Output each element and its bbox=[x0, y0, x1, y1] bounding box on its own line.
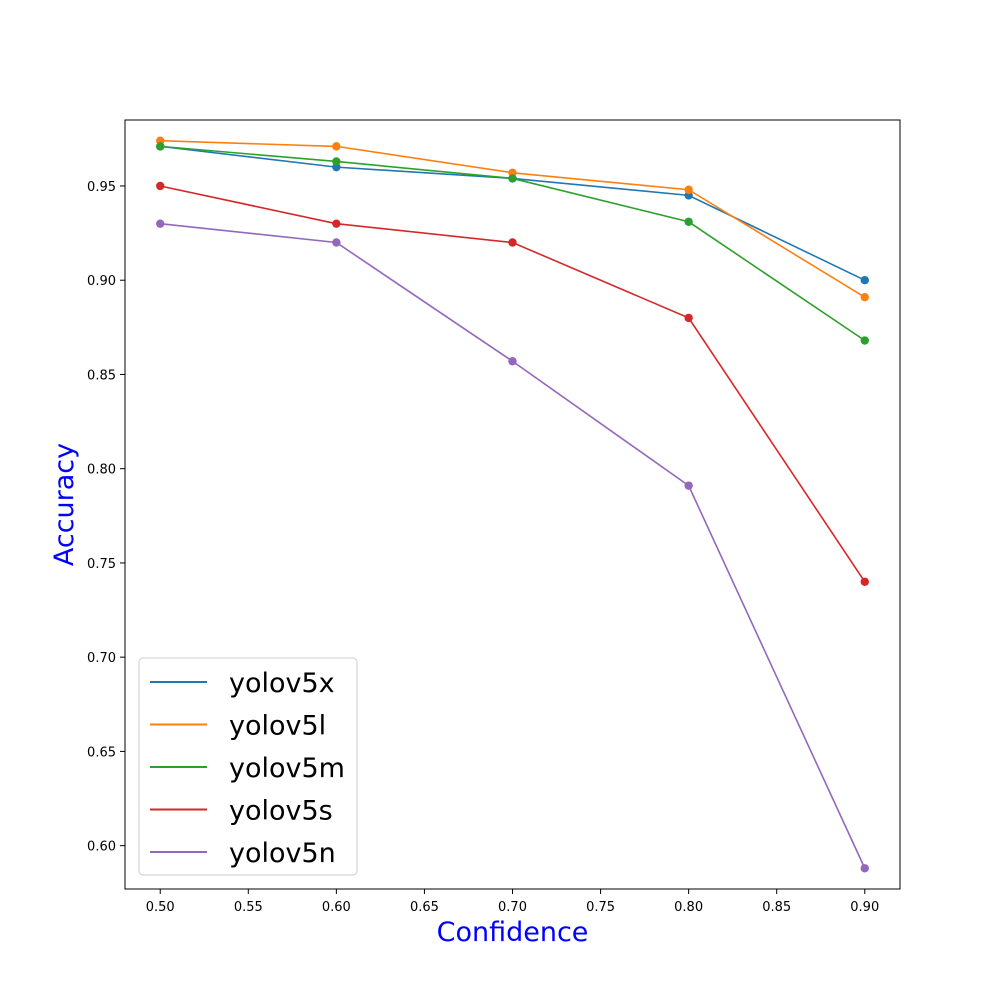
data-point-yolov5n bbox=[508, 357, 517, 366]
y-tick-label: 0.85 bbox=[87, 368, 116, 383]
data-point-yolov5l bbox=[684, 185, 693, 194]
x-tick-label: 0.60 bbox=[322, 900, 351, 915]
data-point-yolov5m bbox=[684, 217, 693, 226]
y-tick-label: 0.60 bbox=[87, 840, 116, 855]
x-tick-label: 0.70 bbox=[498, 900, 527, 915]
legend-label: yolov5m bbox=[229, 753, 345, 784]
data-point-yolov5n bbox=[860, 864, 869, 873]
data-point-yolov5m bbox=[332, 157, 341, 166]
legend-item-yolov5m: yolov5m bbox=[150, 753, 345, 784]
x-tick-label: 0.75 bbox=[586, 900, 615, 915]
x-tick-label: 0.85 bbox=[762, 900, 791, 915]
legend-box bbox=[138, 657, 358, 876]
y-tick-label: 0.80 bbox=[87, 463, 116, 478]
y-tick-label: 0.65 bbox=[87, 745, 116, 760]
legend-item-yolov5l: yolov5l bbox=[150, 711, 326, 742]
data-point-yolov5m bbox=[508, 174, 517, 183]
series-yolov5n bbox=[156, 219, 869, 873]
data-point-yolov5s bbox=[508, 238, 517, 247]
data-point-yolov5n bbox=[332, 238, 341, 247]
data-point-yolov5m bbox=[156, 142, 165, 151]
data-point-yolov5s bbox=[860, 577, 869, 586]
legend-label: yolov5x bbox=[229, 668, 335, 699]
data-point-yolov5s bbox=[156, 181, 165, 191]
x-axis-title: Confidence bbox=[437, 917, 589, 948]
x-axis-ticks: 0.50 0.55 0.60 0.65 0.70 0.75 0.80 0.85 0.90 bbox=[146, 889, 879, 915]
y-tick-label: 0.95 bbox=[87, 180, 116, 195]
legend-item-yolov5x: yolov5x bbox=[150, 668, 335, 699]
x-tick-label: 0.90 bbox=[850, 900, 879, 915]
data-point-yolov5n bbox=[156, 219, 165, 228]
series-yolov5m bbox=[156, 142, 869, 345]
legend-label: yolov5l bbox=[229, 711, 326, 742]
legend-item-yolov5s: yolov5s bbox=[150, 796, 333, 827]
x-tick-label: 0.65 bbox=[410, 900, 439, 915]
x-tick-label: 0.55 bbox=[234, 900, 263, 915]
data-point-yolov5s bbox=[684, 313, 693, 323]
series-layer bbox=[156, 136, 869, 873]
legend-item-yolov5n: yolov5n bbox=[150, 838, 336, 869]
data-point-yolov5x bbox=[860, 276, 869, 285]
data-point-yolov5n bbox=[684, 481, 693, 490]
y-axis-title: Accuracy bbox=[49, 443, 80, 566]
x-tick-label: 0.50 bbox=[146, 900, 175, 915]
data-point-yolov5s bbox=[332, 219, 341, 228]
data-point-yolov5l bbox=[332, 142, 341, 151]
y-tick-label: 0.75 bbox=[87, 557, 116, 572]
y-tick-label: 0.90 bbox=[87, 274, 116, 289]
y-axis-ticks: 0.60 0.65 0.70 0.75 0.80 0.85 0.90 0.95 bbox=[87, 180, 125, 855]
legend-label: yolov5n bbox=[229, 838, 336, 869]
y-tick-label: 0.70 bbox=[87, 651, 116, 666]
legend-label: yolov5s bbox=[229, 796, 333, 827]
data-point-yolov5m bbox=[860, 336, 869, 345]
series-yolov5s bbox=[156, 181, 869, 586]
data-point-yolov5l bbox=[860, 292, 869, 302]
legend: yolov5x yolov5l yolov5m yolov5s yolov5n bbox=[138, 657, 358, 876]
x-tick-label: 0.80 bbox=[674, 900, 703, 915]
